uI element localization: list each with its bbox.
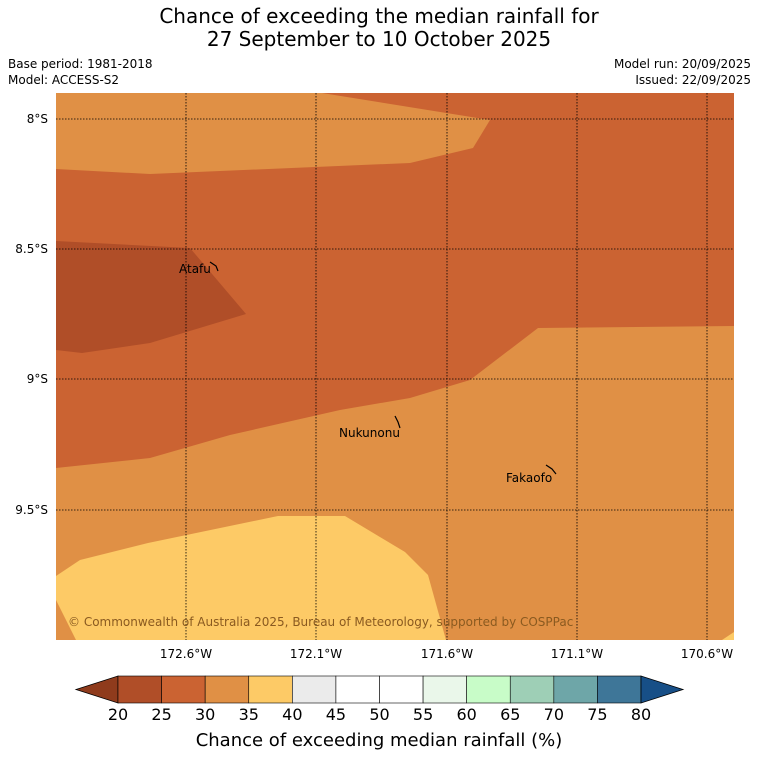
zone-35-40-south: [56, 516, 446, 640]
lon-label-170-6: 170.6°W: [681, 647, 733, 661]
colorbar: [74, 675, 685, 704]
lon-label-171-1: 171.1°W: [551, 647, 603, 661]
issued-date: Issued: 22/09/2025: [635, 73, 751, 87]
colorbar-tick-label: 50: [369, 705, 390, 724]
copyright-notice: © Commonwealth of Australia 2025, Bureau…: [68, 615, 573, 629]
colorbar-title: Chance of exceeding median rainfall (%): [195, 730, 563, 751]
colorbar-tick-label: 25: [151, 705, 172, 724]
colorbar-cell-55-60: [422, 675, 467, 704]
colorbar-tick-labels: 20 25 30 35 40 45 50 55 60 65 70 75 80: [0, 705, 758, 725]
zone-20-25-atafu: [56, 241, 246, 353]
nukunonu-island-outline: [394, 415, 401, 429]
lon-label-172-1: 172.1°W: [290, 647, 342, 661]
place-label-atafu: Atafu: [179, 262, 211, 276]
colorbar-tick-label: 70: [543, 705, 565, 724]
colorbar-tick-label: 75: [587, 705, 608, 724]
colorbar-cell-70-75: [553, 675, 598, 704]
colorbar-tick-label: 20: [107, 705, 129, 724]
model-run: Model run: 20/09/2025: [613, 57, 751, 71]
lat-label-8-5: 8.5°S: [15, 242, 48, 256]
colorbar-tick-label: 30: [194, 705, 216, 724]
colorbar-under-arrow: [74, 675, 119, 704]
atafu-island-outline: [209, 261, 219, 272]
zone-35-40-corner: [722, 632, 734, 640]
colorbar-tick-label: 40: [282, 705, 303, 724]
lat-label-8: 8°S: [27, 112, 48, 126]
meta-left: Base period: 1981-2018 Model: ACCESS-S2: [8, 56, 153, 88]
colorbar-cell-45-50: [335, 675, 380, 704]
title-line-1: Chance of exceeding the median rainfall …: [159, 4, 599, 28]
colorbar-cell-40-45: [292, 675, 337, 704]
colorbar-tick-label: 80: [630, 705, 652, 724]
place-label-nukunonu: Nukunonu: [339, 426, 400, 440]
colorbar-tick-label: 65: [500, 705, 521, 724]
colorbar-cell-30-35: [204, 675, 250, 704]
zone-30-35-north: [56, 93, 490, 174]
lat-label-9-5: 9.5°S: [15, 503, 48, 517]
graticule: [56, 93, 734, 640]
lat-label-9: 9°S: [27, 372, 48, 386]
map-title: Chance of exceeding the median rainfall …: [0, 5, 758, 51]
colorbar-over-arrow: [640, 675, 685, 704]
colorbar-cell-60-65: [466, 675, 511, 704]
colorbar-cell-35-40: [248, 675, 293, 704]
colorbar-cell-75-80: [597, 675, 642, 704]
colorbar-tick-label: 55: [412, 705, 434, 724]
model-name: Model: ACCESS-S2: [8, 73, 120, 87]
colorbar-tick-label: 60: [456, 705, 477, 724]
colorbar-tick-label: 35: [238, 705, 259, 724]
base-period: Base period: 1981-2018: [8, 57, 153, 71]
colorbar-cell-65-70: [509, 675, 555, 704]
colorbar-cell-25-30: [161, 675, 206, 704]
colorbar-cell-20-25: [117, 675, 162, 704]
lon-label-171-6: 171.6°W: [421, 647, 473, 661]
colorbar-tick-label: 45: [325, 705, 347, 724]
colorbar-cells: [117, 675, 642, 704]
meta-right: Model run: 20/09/2025 Issued: 22/09/2025: [614, 56, 751, 88]
place-label-fakaofo: Fakaofo: [506, 471, 552, 485]
colorbar-cell-50-55: [379, 675, 424, 704]
title-line-2: 27 September to 10 October 2025: [206, 27, 552, 51]
fakaofo-island-outline: [545, 464, 557, 475]
lon-label-172-6: 172.6°W: [160, 647, 212, 661]
